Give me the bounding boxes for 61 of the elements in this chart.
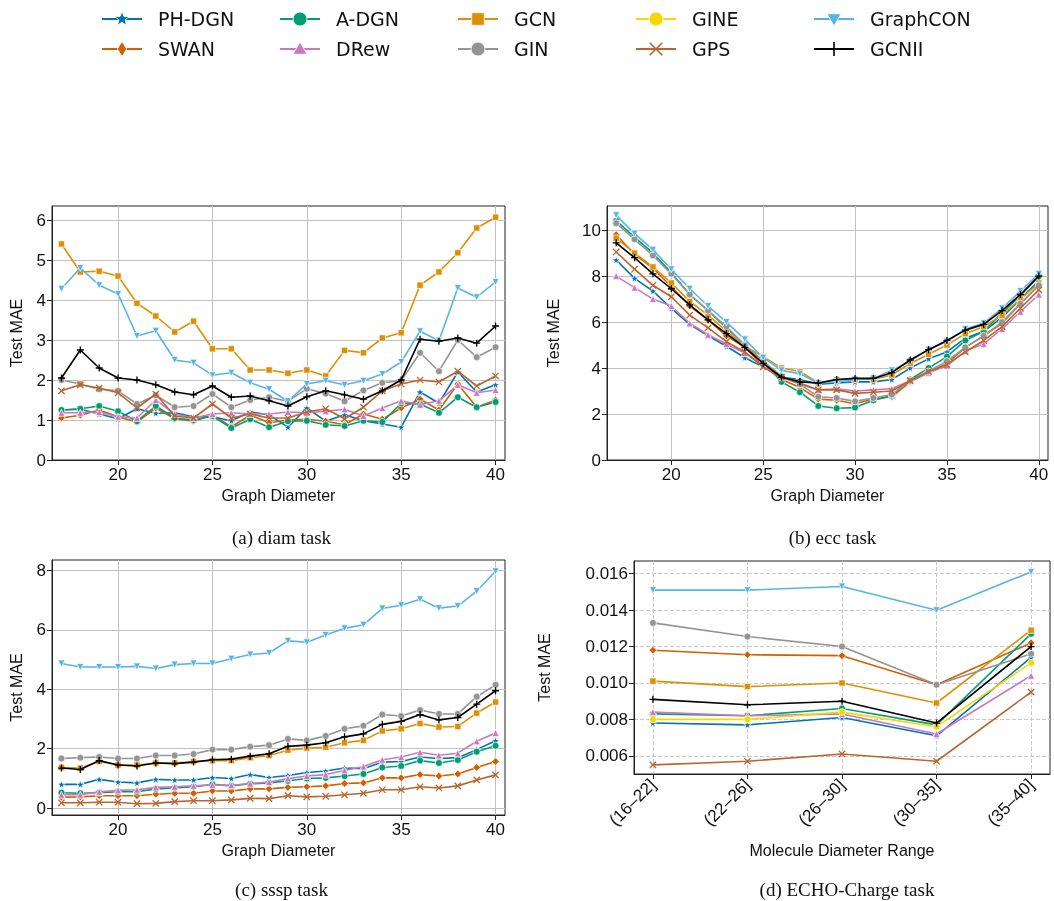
x-tick-label: 40 — [1029, 465, 1049, 484]
legend-label: GPS — [692, 38, 731, 60]
y-tick-label: 2 — [36, 370, 46, 390]
legend-label: GIN — [514, 38, 549, 60]
y-tick-label: 4 — [36, 290, 46, 310]
y-tick-label: 0.010 — [585, 673, 628, 693]
y-tick-label: 0.014 — [585, 600, 628, 620]
legend-label: GraphCON — [870, 8, 971, 30]
x-axis-title: Molecule Diameter Range — [749, 841, 935, 859]
y-tick-label: 2 — [36, 739, 46, 759]
y-tick-label: 3 — [36, 330, 46, 350]
x-tick-label: 30 — [297, 820, 317, 839]
x-tick-label: 25 — [753, 465, 773, 484]
y-axis-title: Test MAE — [7, 653, 25, 722]
legend-label: DRew — [336, 38, 391, 60]
y-tick-label: 4 — [36, 679, 46, 699]
y-tick-label: 10 — [582, 220, 601, 240]
legend-label: SWAN — [158, 38, 216, 60]
x-tick-label: 20 — [108, 465, 128, 484]
text: (a) diam task — [231, 527, 332, 549]
x-tick-label: 20 — [661, 465, 681, 484]
y-axis-title: Test MAE — [544, 298, 562, 368]
x-tick-label: 40 — [486, 820, 506, 839]
y-tick-label: 0.016 — [585, 564, 628, 584]
x-tick-label: 35 — [391, 820, 411, 839]
y-axis-title: Test MAE — [535, 633, 553, 702]
y-tick-label: 6 — [36, 620, 46, 640]
text: (c) sssp task — [235, 879, 329, 901]
y-tick-label: 8 — [591, 266, 601, 286]
y-tick-label: 2 — [591, 404, 601, 424]
x-tick-label: 30 — [845, 465, 865, 484]
x-tick-label: 40 — [486, 465, 506, 484]
y-axis-title: Test MAE — [7, 298, 25, 368]
y-tick-label: 0.008 — [585, 709, 628, 729]
y-tick-label: 4 — [591, 358, 601, 378]
legend-label: GINE — [692, 8, 739, 30]
y-tick-label: 0 — [36, 450, 46, 470]
y-tick-label: 0 — [36, 798, 46, 818]
x-tick-label: 25 — [202, 465, 222, 484]
y-tick-label: 1 — [36, 410, 46, 430]
legend-label: A-DGN — [336, 8, 400, 30]
legend-label: PH-DGN — [158, 8, 235, 30]
x-axis-title: Graph Diameter — [221, 842, 337, 860]
x-axis-title: Graph Diameter — [770, 487, 886, 505]
y-tick-label: 0.012 — [585, 637, 628, 657]
y-tick-label: 0.006 — [585, 746, 628, 766]
x-tick-label: 35 — [391, 465, 411, 484]
x-axis-title: Graph Diameter — [221, 487, 337, 505]
y-tick-label: 5 — [36, 250, 46, 270]
y-tick-label: 6 — [36, 210, 46, 230]
y-tick-label: 0 — [591, 450, 601, 470]
x-tick-label: 25 — [202, 820, 222, 839]
legend-label: GCNII — [870, 38, 924, 60]
x-tick-label: 35 — [937, 465, 957, 484]
y-tick-label: 8 — [36, 560, 46, 580]
x-tick-label: 20 — [108, 820, 128, 839]
legend-label: GCN — [514, 8, 557, 30]
text: (b) ecc task — [788, 527, 877, 549]
y-tick-label: 6 — [591, 312, 601, 332]
x-tick-label: 30 — [297, 465, 317, 484]
text: (d) ECHO-Charge task — [759, 879, 935, 901]
